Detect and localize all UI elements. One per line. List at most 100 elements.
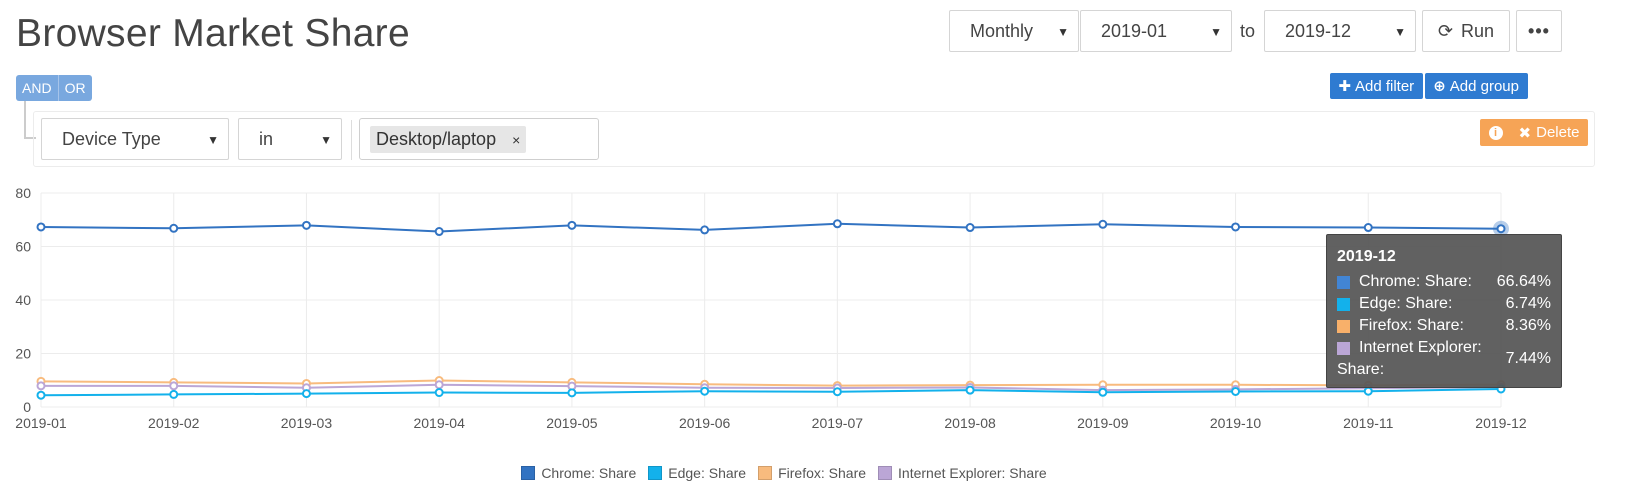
series-swatch: [1337, 342, 1350, 355]
data-point: [965, 385, 975, 395]
rule-operator-select[interactable]: in ▼: [238, 118, 342, 160]
ellipsis-icon: •••: [1528, 20, 1550, 41]
from-date-select[interactable]: 2019-01 ▼: [1079, 10, 1232, 52]
x-tick-label: 2019-01: [15, 415, 67, 431]
tooltip-row: Edge: Share: 6.74%: [1337, 293, 1551, 315]
plus-icon: ✚: [1338, 78, 1351, 95]
chevron-down-icon: ▼: [320, 133, 332, 147]
or-toggle-button[interactable]: OR: [58, 75, 92, 101]
to-date-select[interactable]: 2019-12 ▼: [1264, 10, 1416, 52]
page-title: Browser Market Share: [16, 12, 410, 55]
delete-rule-button[interactable]: i ✖ Delete: [1480, 119, 1588, 146]
value-tag-label: Desktop/laptop: [376, 129, 497, 149]
from-date-value: 2019-01: [1100, 20, 1168, 41]
data-point: [1363, 223, 1373, 233]
legend-item[interactable]: Edge: Share: [648, 465, 746, 481]
tooltip-value: 6.74%: [1505, 295, 1551, 312]
data-point: [965, 223, 975, 233]
refresh-icon: ⟳: [1437, 20, 1454, 41]
add-filter-button[interactable]: ✚ Add filter: [1330, 73, 1424, 99]
x-tick-label: 2019-06: [679, 415, 731, 431]
legend-label: Chrome: Share: [541, 465, 637, 481]
tooltip-label: Chrome: Share:: [1359, 273, 1472, 290]
run-button-label: Run: [1461, 20, 1495, 41]
legend-swatch: [878, 466, 893, 480]
remove-tag-icon[interactable]: ×: [512, 131, 521, 148]
x-tick-label: 2019-03: [281, 415, 333, 431]
data-point: [434, 388, 444, 398]
legend-swatch: [758, 466, 773, 480]
data-point: [36, 381, 46, 391]
legend-item[interactable]: Internet Explorer: Share: [878, 465, 1047, 481]
report-toolbar: Monthly ▼ 2019-01 ▼ to 2019-12 ▼ ⟳ Run •…: [948, 10, 1562, 52]
condition-toggle: AND OR: [16, 75, 92, 101]
value-tag: Desktop/laptop ×: [370, 126, 527, 153]
y-tick-label: 80: [15, 185, 31, 201]
tooltip-label: Edge: Share:: [1359, 295, 1453, 312]
x-tick-label: 2019-02: [148, 415, 200, 431]
legend-swatch: [648, 466, 663, 480]
chevron-down-icon: ▼: [1210, 25, 1222, 39]
data-point: [832, 219, 842, 229]
legend-label: Internet Explorer: Share: [898, 465, 1047, 481]
legend-item[interactable]: Chrome: Share: [521, 465, 636, 481]
tooltip-row: Firefox: Share: 8.36%: [1337, 315, 1551, 337]
chevron-down-icon: ▼: [1057, 25, 1069, 39]
series-line: [40, 222, 1502, 233]
data-point: [169, 389, 179, 399]
y-tick-label: 60: [15, 239, 31, 255]
tooltip-label-continued: Share:: [1337, 361, 1385, 378]
tooltip-value: 8.36%: [1505, 317, 1551, 334]
y-tick-label: 0: [23, 399, 31, 415]
series-swatch: [1337, 320, 1350, 333]
data-point: [301, 220, 311, 230]
series-swatch: [1337, 298, 1350, 311]
add-group-button[interactable]: ⊕ Add group: [1425, 73, 1528, 99]
rule-field-select[interactable]: Device Type ▼: [41, 118, 229, 160]
rule-field-value: Device Type: [62, 128, 161, 149]
legend-swatch: [521, 466, 536, 480]
y-tick-label: 20: [15, 346, 31, 362]
chart-tooltip: 2019-12 Chrome: Share: 66.64% Edge: Shar…: [1326, 234, 1562, 388]
x-tick-label: 2019-04: [413, 415, 465, 431]
x-tick-label: 2019-11: [1343, 415, 1394, 431]
data-point: [700, 386, 710, 396]
legend-label: Edge: Share: [668, 465, 747, 481]
data-point: [169, 223, 179, 233]
and-toggle-button[interactable]: AND: [16, 75, 59, 101]
add-filter-label: Add filter: [1354, 77, 1415, 95]
to-date-value: 2019-12: [1285, 20, 1352, 41]
tooltip-row: Internet Explorer: Share: 7.44%: [1337, 337, 1551, 381]
x-tick-label: 2019-07: [812, 415, 864, 431]
data-point: [700, 225, 710, 235]
data-point: [36, 390, 46, 400]
add-group-label: Add group: [1449, 77, 1519, 95]
data-point: [434, 227, 444, 237]
chart-legend: Chrome: Share Edge: Share Firefox: Share In…: [0, 465, 1568, 481]
more-options-button[interactable]: •••: [1516, 10, 1562, 52]
plus-circle-icon: ⊕: [1433, 78, 1446, 95]
x-tick-label: 2019-10: [1210, 415, 1262, 431]
tooltip-value: 7.44%: [1505, 350, 1551, 367]
tooltip-label: Internet Explorer:: [1359, 339, 1482, 356]
chevron-down-icon: ▼: [1394, 25, 1406, 39]
run-button[interactable]: ⟳ Run: [1422, 10, 1510, 52]
rule-value-input[interactable]: Desktop/laptop ×: [359, 118, 599, 160]
series-line: [40, 387, 1502, 397]
query-actions: ✚ Add filter ⊕ Add group: [1330, 73, 1528, 99]
rule-connector: [24, 101, 36, 139]
rule-divider: [351, 120, 352, 160]
data-point: [567, 220, 577, 230]
data-point: [1098, 219, 1108, 229]
data-point: [832, 387, 842, 397]
info-icon: i: [1488, 125, 1503, 140]
y-tick-label: 40: [15, 292, 31, 308]
delete-rule-label: Delete: [1536, 124, 1580, 141]
to-label: to: [1239, 20, 1255, 41]
chevron-down-icon: ▼: [207, 133, 219, 147]
legend-item[interactable]: Firefox: Share: [758, 465, 866, 481]
data-point: [567, 388, 577, 398]
data-point: [36, 222, 46, 232]
period-select[interactable]: Monthly ▼: [948, 10, 1079, 52]
tooltip-row: Chrome: Share: 66.64%: [1337, 271, 1551, 293]
